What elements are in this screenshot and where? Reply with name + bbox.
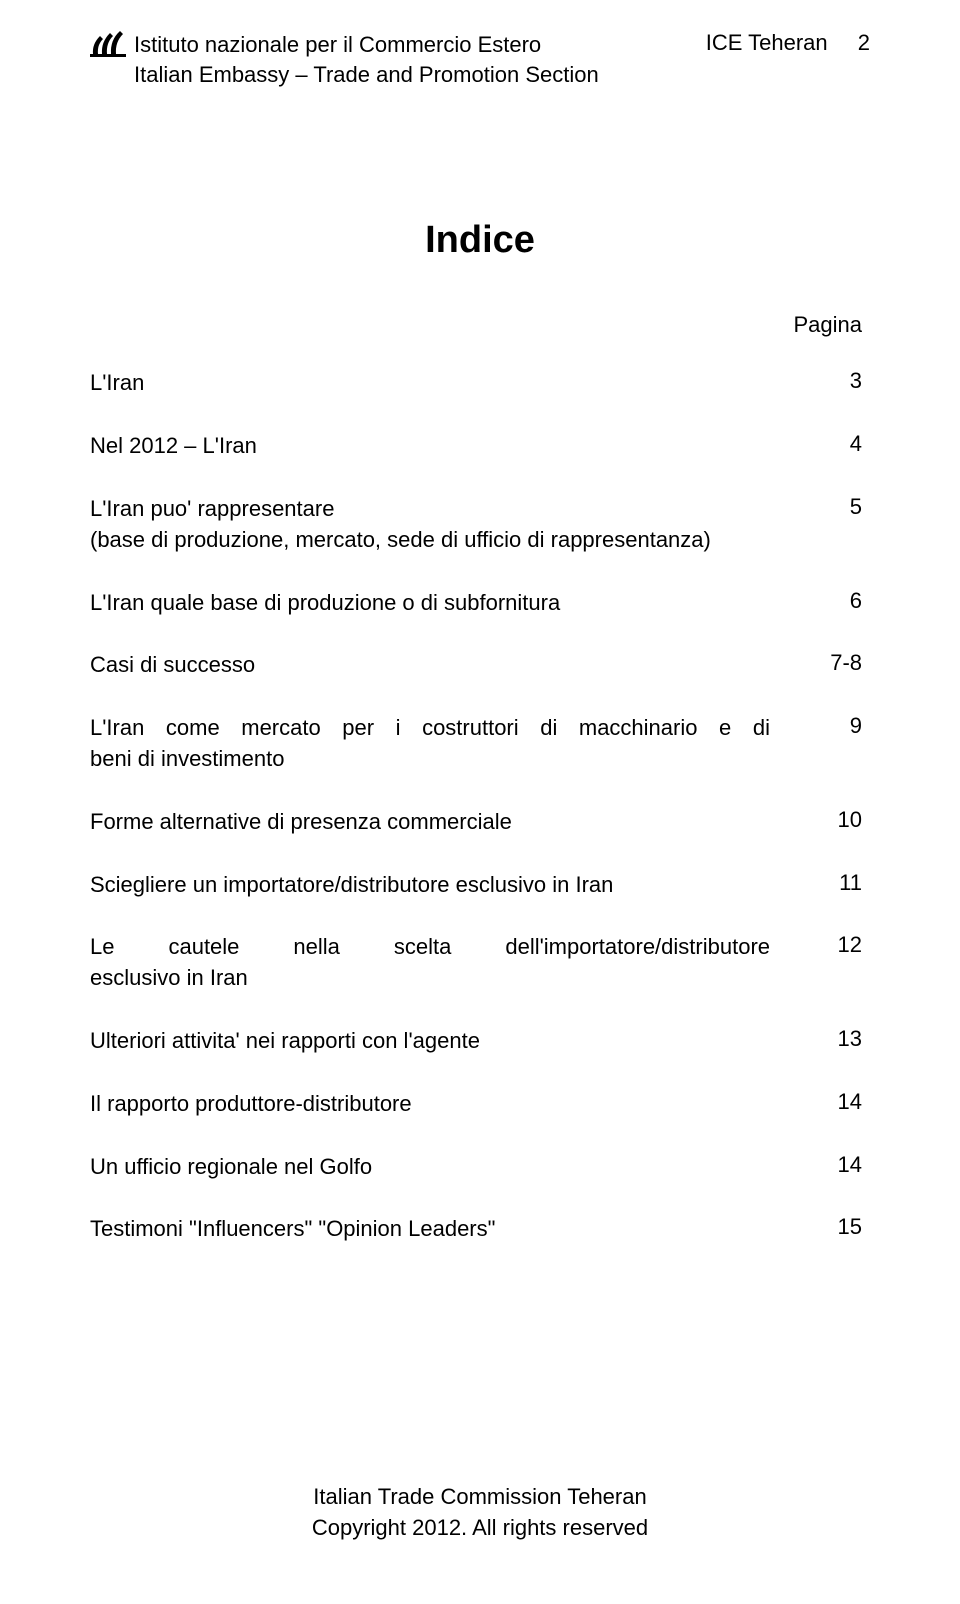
toc-label: Ulteriori attivita' nei rapporti con l'a… — [90, 1026, 810, 1057]
org-block: Istituto nazionale per il Commercio Este… — [134, 30, 599, 89]
toc-label: L'Iran — [90, 368, 810, 399]
toc-page: 7-8 — [810, 650, 870, 676]
org-line-1: Istituto nazionale per il Commercio Este… — [134, 30, 599, 60]
toc-page: 10 — [810, 807, 870, 833]
toc-label: Un ufficio regionale nel Golfo — [90, 1152, 810, 1183]
toc-page: 14 — [810, 1089, 870, 1115]
toc-row: Forme alternative di presenza commercial… — [90, 807, 870, 838]
toc-label: L'Iran quale base di produzione o di sub… — [90, 588, 810, 619]
toc-row: Casi di successo7-8 — [90, 650, 870, 681]
page-title: Indice — [90, 219, 870, 262]
toc-page: 6 — [810, 588, 870, 614]
toc-label: Casi di successo — [90, 650, 810, 681]
toc-row: Lecautelenellasceltadell'importatore/dis… — [90, 932, 870, 994]
toc-label-line2: esclusivo in Iran — [90, 963, 770, 994]
toc-page: 14 — [810, 1152, 870, 1178]
toc-list: L'Iran3 Nel 2012 – L'Iran4 L'Iran puo' rap… — [90, 368, 870, 1245]
toc-page: 13 — [810, 1026, 870, 1052]
pagina-label: Pagina — [793, 312, 862, 338]
ice-logo-icon — [90, 30, 130, 58]
toc-row: Un ufficio regionale nel Golfo14 — [90, 1152, 870, 1183]
toc-label: Sciegliere un importatore/distributore e… — [90, 870, 810, 901]
toc-label: L'Irancomemercatopericostruttoridimacchi… — [90, 713, 810, 775]
toc-label-line2: beni di investimento — [90, 744, 770, 775]
toc-label-line1: Lecautelenellasceltadell'importatore/dis… — [90, 932, 770, 963]
toc-row: L'Iran3 — [90, 368, 870, 399]
toc-row: L'Irancomemercatopericostruttoridimacchi… — [90, 713, 870, 775]
toc-page: 3 — [810, 368, 870, 394]
toc-page: 15 — [810, 1214, 870, 1240]
toc-label: Testimoni "Influencers" "Opinion Leaders… — [90, 1214, 810, 1245]
toc-label: L'Iran puo' rappresentare(base di produz… — [90, 494, 810, 556]
toc-page: 11 — [810, 870, 870, 896]
header-page-number: 2 — [858, 30, 870, 55]
toc-row: L'Iran quale base di produzione o di sub… — [90, 588, 870, 619]
toc-label: Nel 2012 – L'Iran — [90, 431, 810, 462]
toc-label-line1: L'Irancomemercatopericostruttoridimacchi… — [90, 713, 770, 744]
toc-label-line2: (base di produzione, mercato, sede di uf… — [90, 525, 770, 556]
toc-label: Lecautelenellasceltadell'importatore/dis… — [90, 932, 810, 994]
toc-row: Nel 2012 – L'Iran4 — [90, 431, 870, 462]
header-right-label: ICE Teheran — [706, 30, 828, 55]
footer-line-2: Copyright 2012. All rights reserved — [0, 1513, 960, 1544]
toc-page: 12 — [810, 932, 870, 958]
toc-page: 9 — [810, 713, 870, 739]
toc-label: Forme alternative di presenza commercial… — [90, 807, 810, 838]
toc-page: 5 — [810, 494, 870, 520]
toc-label-line1: L'Iran puo' rappresentare — [90, 494, 770, 525]
header-right: ICE Teheran 2 — [706, 30, 870, 56]
header-left: Istituto nazionale per il Commercio Este… — [90, 30, 599, 89]
pagina-label-row: Pagina — [90, 312, 870, 338]
toc-row: Ulteriori attivita' nei rapporti con l'a… — [90, 1026, 870, 1057]
toc-row: Testimoni "Influencers" "Opinion Leaders… — [90, 1214, 870, 1245]
toc-row: Il rapporto produttore-distributore14 — [90, 1089, 870, 1120]
org-line-2: Italian Embassy – Trade and Promotion Se… — [134, 60, 599, 90]
toc-row: Sciegliere un importatore/distributore e… — [90, 870, 870, 901]
toc-label: Il rapporto produttore-distributore — [90, 1089, 810, 1120]
footer-line-1: Italian Trade Commission Teheran — [0, 1482, 960, 1513]
page-footer: Italian Trade Commission Teheran Copyrig… — [0, 1482, 960, 1544]
toc-page: 4 — [810, 431, 870, 457]
page-header: Istituto nazionale per il Commercio Este… — [90, 30, 870, 89]
toc-row: L'Iran puo' rappresentare(base di produz… — [90, 494, 870, 556]
